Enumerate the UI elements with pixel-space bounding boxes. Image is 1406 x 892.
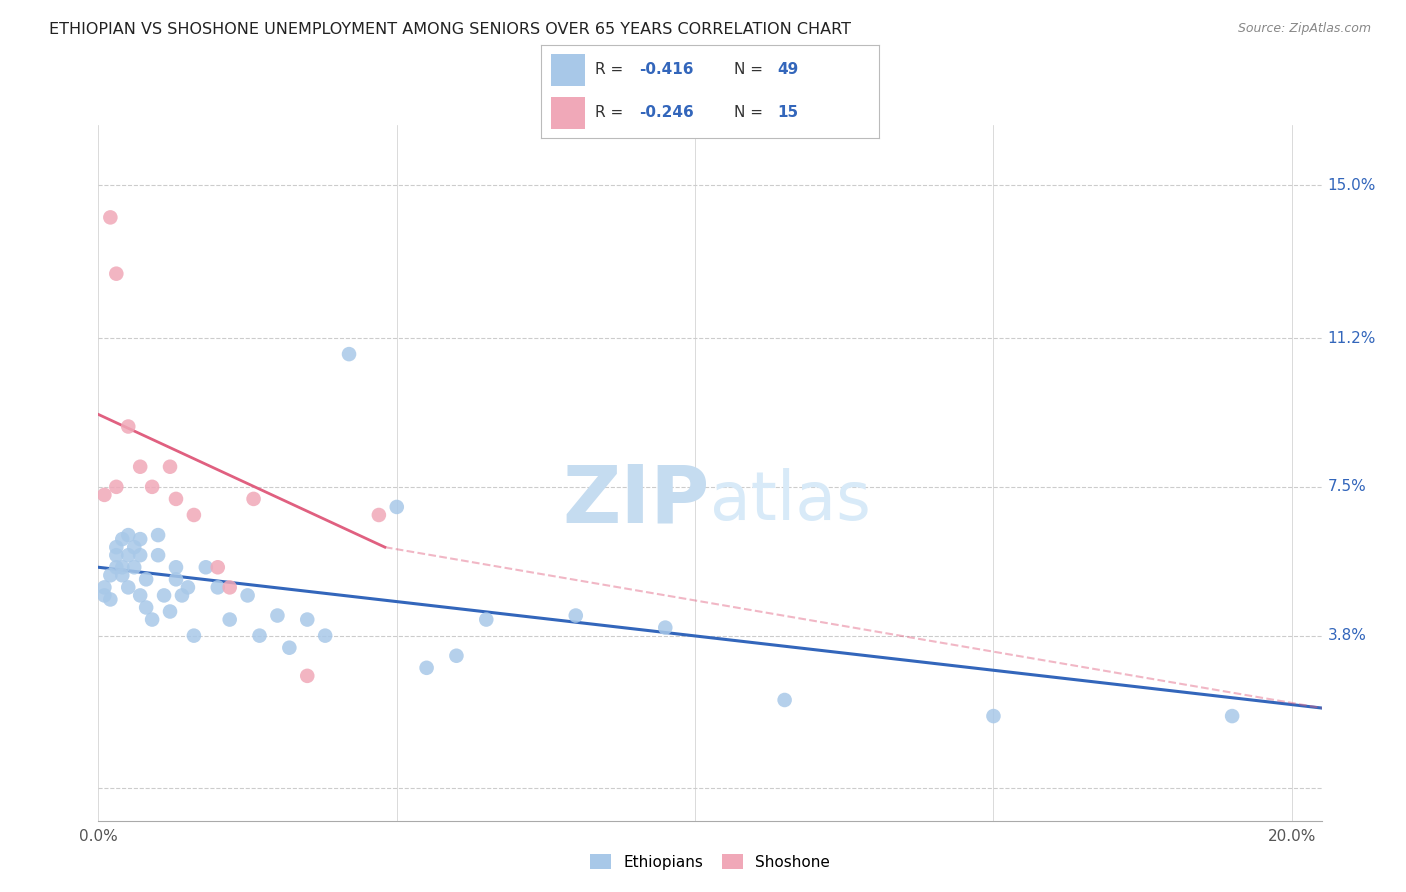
Text: 7.5%: 7.5% — [1327, 479, 1367, 494]
Point — [242, 491, 264, 506]
Point — [105, 480, 128, 494]
Point — [117, 548, 139, 562]
Point — [165, 560, 187, 574]
Point — [129, 459, 152, 474]
Point — [135, 572, 157, 586]
Point — [159, 459, 181, 474]
Point — [177, 580, 200, 594]
Point — [170, 589, 193, 603]
Point — [111, 560, 134, 574]
Point — [111, 532, 134, 546]
Text: Source: ZipAtlas.com: Source: ZipAtlas.com — [1237, 22, 1371, 36]
Point — [183, 508, 205, 522]
Text: N =: N = — [734, 105, 768, 120]
Point — [146, 528, 169, 542]
Point — [207, 580, 229, 594]
Point — [314, 629, 336, 643]
Point — [218, 613, 240, 627]
Point — [475, 613, 498, 627]
Point — [98, 568, 121, 582]
Text: 11.2%: 11.2% — [1327, 331, 1376, 345]
Point — [249, 629, 271, 643]
Text: -0.246: -0.246 — [640, 105, 695, 120]
Point — [415, 661, 437, 675]
Point — [297, 613, 319, 627]
Point — [446, 648, 468, 663]
Point — [146, 548, 169, 562]
Point — [111, 568, 134, 582]
Point — [129, 589, 152, 603]
Point — [141, 613, 163, 627]
Point — [297, 669, 319, 683]
Point — [117, 580, 139, 594]
Point — [983, 709, 1005, 723]
Text: N =: N = — [734, 62, 768, 78]
FancyBboxPatch shape — [551, 97, 585, 129]
Point — [98, 211, 121, 225]
Point — [165, 491, 187, 506]
Point — [183, 629, 205, 643]
Point — [337, 347, 360, 361]
Text: ETHIOPIAN VS SHOSHONE UNEMPLOYMENT AMONG SENIORS OVER 65 YEARS CORRELATION CHART: ETHIOPIAN VS SHOSHONE UNEMPLOYMENT AMONG… — [49, 22, 851, 37]
Point — [122, 540, 145, 554]
Legend: Ethiopians, Shoshone: Ethiopians, Shoshone — [583, 847, 837, 876]
Point — [165, 572, 187, 586]
Point — [1220, 709, 1243, 723]
Text: ZIP: ZIP — [562, 461, 710, 540]
Point — [105, 267, 128, 281]
Text: 3.8%: 3.8% — [1327, 628, 1367, 643]
Point — [207, 560, 229, 574]
Point — [654, 621, 676, 635]
Text: R =: R = — [595, 62, 628, 78]
Point — [385, 500, 408, 514]
Point — [105, 548, 128, 562]
Point — [141, 480, 163, 494]
Point — [93, 488, 115, 502]
Point — [194, 560, 217, 574]
Point — [153, 589, 176, 603]
Point — [773, 693, 796, 707]
Point — [218, 580, 240, 594]
Point — [98, 592, 121, 607]
Text: 15: 15 — [778, 105, 799, 120]
Point — [117, 528, 139, 542]
FancyBboxPatch shape — [551, 54, 585, 86]
Point — [129, 532, 152, 546]
Point — [129, 548, 152, 562]
Point — [135, 600, 157, 615]
Point — [266, 608, 288, 623]
Point — [93, 589, 115, 603]
Point — [93, 580, 115, 594]
Point — [565, 608, 588, 623]
Point — [105, 540, 128, 554]
Text: R =: R = — [595, 105, 628, 120]
Point — [367, 508, 389, 522]
Text: 49: 49 — [778, 62, 799, 78]
Text: atlas: atlas — [710, 467, 870, 533]
Point — [117, 419, 139, 434]
Point — [159, 605, 181, 619]
Point — [105, 560, 128, 574]
Point — [236, 589, 259, 603]
Point — [122, 560, 145, 574]
Text: -0.416: -0.416 — [640, 62, 693, 78]
Point — [278, 640, 301, 655]
Text: 15.0%: 15.0% — [1327, 178, 1376, 193]
